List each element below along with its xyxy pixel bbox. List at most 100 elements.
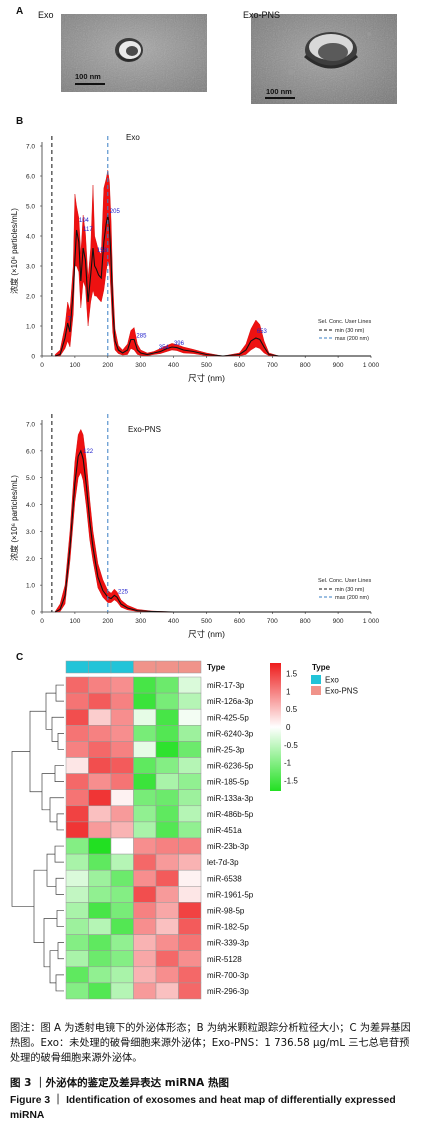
tem-exo-scale: 100 nm (75, 72, 101, 81)
y-tick-label: 2.0 (26, 294, 35, 301)
heatmap-cell (178, 676, 202, 694)
heatmap-cell (133, 692, 157, 710)
heatmap-cell (133, 837, 157, 855)
heatmap-cell (110, 805, 134, 823)
heatmap-cell (178, 757, 202, 774)
heatmap-cell (65, 805, 89, 823)
y-tick-label: 1.0 (26, 583, 35, 590)
heatmap-cell (155, 805, 179, 823)
heatmap-cell (88, 902, 112, 919)
heatmap-cell (88, 741, 112, 758)
y-tick-label: 0 (31, 610, 35, 617)
y-tick-label: 3.0 (26, 264, 35, 271)
x-axis-label: 尺寸 (nm) (188, 629, 225, 639)
row-label: miR-25-3p (207, 745, 245, 754)
heatmap-cell (88, 837, 112, 855)
heatmap-cell (110, 741, 134, 758)
heatmap-chart: Type miR-17-3p miR-126a-3p miR-425-5p miR-62… (11, 660, 358, 1000)
heatmap-cell (133, 708, 157, 726)
legend-max-label: max (200 nm) (335, 595, 369, 601)
legend-title: Sel. Conc. User Lines (318, 319, 371, 325)
x-axis-label: 尺寸 (nm) (188, 373, 225, 383)
row-label: let-7d-3p (207, 858, 239, 867)
heatmap-cell (133, 805, 157, 823)
heatmap-cell (110, 902, 134, 919)
heatmap-cell (65, 869, 89, 887)
heatmap-cell (133, 757, 157, 774)
heatmap-cell (155, 692, 179, 710)
heatmap-cell (88, 886, 112, 903)
type-legend-label: Exo (325, 676, 339, 685)
heatmap-cell (178, 821, 202, 839)
panel-a-label: A (16, 6, 24, 17)
colorbar-tick-label: -0.5 (284, 741, 298, 750)
heatmap-cell (65, 821, 89, 839)
colorbar-tick-label: 0 (286, 723, 291, 732)
heatmap-cell (178, 741, 202, 758)
row-label: miR-17-3p (207, 681, 245, 690)
heatmap-cell (155, 853, 179, 871)
y-tick-label: 5.0 (26, 475, 35, 482)
heatmap-cell (65, 886, 89, 903)
x-tick-label: 100 (69, 362, 80, 369)
heatmap-cell (65, 853, 89, 871)
heatmap-cell (155, 821, 179, 839)
x-tick-label: 1 000 (363, 362, 380, 369)
heatmap-cell (110, 789, 134, 807)
heatmap-cell (155, 886, 179, 903)
legend-min-label: min (30 nm) (335, 587, 365, 593)
heatmap-cell (155, 676, 179, 694)
nta-chart-exo: 0 1.0 2.0 3.0 4.0 5.0 6.0 7.0 0 100 200 300 400 500 60… (9, 133, 380, 383)
colorbar-tick-label: 1.5 (286, 670, 298, 679)
peak-label: 122 (83, 449, 94, 455)
heatmap-cell (110, 725, 134, 742)
x-tick-label: 800 (300, 618, 311, 625)
heatmap-cell (155, 708, 179, 726)
heatmap-cell (88, 918, 112, 935)
row-label: miR-1961-5p (207, 890, 254, 899)
row-label: miR-133a-3p (207, 794, 254, 803)
heatmap-cell (88, 708, 112, 726)
heatmap-cell (133, 902, 157, 919)
row-label: miR-339-3p (207, 939, 249, 948)
heatmap-cell (178, 966, 202, 984)
heatmap-cell (133, 950, 157, 968)
row-label: miR-6236-5p (207, 762, 254, 771)
type-legend-swatch (311, 686, 321, 695)
heatmap-cell (110, 837, 134, 855)
heatmap-cell (88, 757, 112, 774)
type-legend-title: Type (312, 663, 331, 672)
heatmap-cell (178, 725, 202, 742)
legend-title: Sel. Conc. User Lines (318, 578, 371, 584)
x-tick-label: 500 (201, 618, 212, 625)
x-tick-label: 600 (234, 362, 245, 369)
peak-label: 117 (83, 227, 93, 233)
heatmap-cell (178, 805, 202, 823)
row-label: miR-700-3p (207, 971, 249, 980)
x-tick-label: 900 (333, 362, 344, 369)
peak-label: 396 (174, 341, 185, 347)
mean-curve (54, 449, 371, 613)
heatmap-cell (65, 966, 89, 984)
heatmap-cell (110, 982, 134, 1000)
x-tick-label: 0 (40, 618, 44, 625)
x-tick-label: 0 (40, 362, 44, 369)
panel-b-label: B (16, 116, 24, 127)
heatmap-cell (155, 966, 179, 984)
heatmap-cell (178, 918, 202, 935)
y-tick-label: 5.0 (26, 204, 35, 211)
heatmap-cell (88, 982, 112, 1000)
figure-note: 图注：图 A 为透射电镜下的外泌体形态；B 为纳米颗粒跟踪分析粒径大小；C 为差… (10, 1023, 411, 1064)
heatmap-cell (65, 950, 89, 968)
heatmap-cell (133, 918, 157, 935)
heatmap-cell (133, 982, 157, 1000)
tem-exo-pns-scale: 100 nm (266, 87, 292, 96)
heatmap-cell (88, 821, 112, 839)
colorbar (270, 663, 281, 791)
y-tick-label: 1.0 (26, 324, 35, 331)
annotation-cell (178, 660, 202, 674)
row-label: miR-98-5p (207, 906, 245, 915)
heatmap-cell (65, 725, 89, 742)
heatmap-cell (133, 886, 157, 903)
peak-label: 225 (118, 589, 129, 595)
